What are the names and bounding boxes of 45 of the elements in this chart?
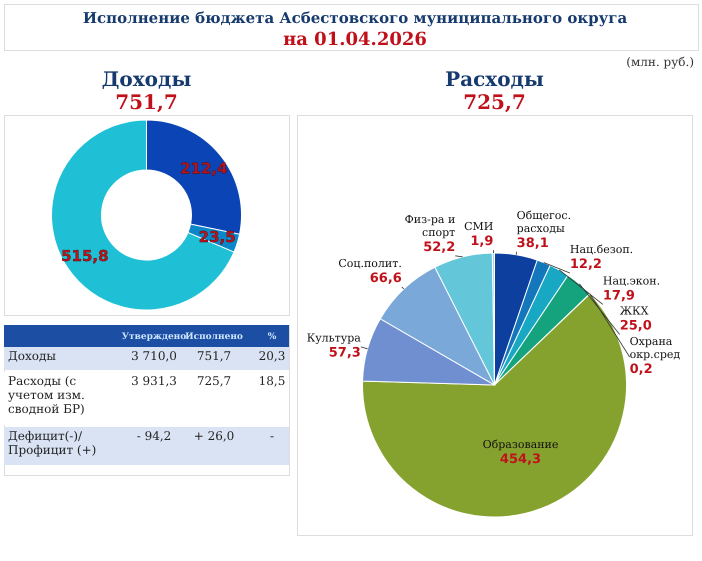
data-label: 38,1 [516, 236, 549, 251]
text: (млн. руб.) [626, 55, 694, 69]
data-label: 515,8 [61, 246, 109, 265]
data-label: 454,3 [500, 452, 542, 467]
data-label: 12,2 [570, 256, 602, 272]
category-label: Утверждено [122, 332, 186, 342]
text: 3 710,0 [131, 349, 177, 363]
category-label: Доходы [8, 349, 56, 363]
slice-label: Общегос. расходы [516, 208, 572, 235]
slice-label: Физ-ра и спорт [404, 212, 456, 239]
text: 18,5 [258, 374, 286, 388]
text: 3 931,3 [131, 374, 177, 388]
data-label: 52,2 [423, 240, 456, 255]
slice-label: Соц.полит. [338, 256, 402, 270]
data-label: 0,2 [630, 362, 653, 377]
data-label: 17,9 [602, 288, 635, 304]
chart-title: Доходы [102, 67, 192, 91]
slice-label: Нац.безоп. [570, 242, 634, 256]
chart-title: Расходы [445, 67, 544, 91]
text: + 26,0 [194, 429, 234, 443]
data-label: 212,4 [180, 159, 228, 178]
text: 20,3 [258, 349, 286, 363]
data-label: 1,9 [470, 234, 494, 250]
slice-label: СМИ [464, 220, 494, 234]
data-label: 25,0 [620, 318, 652, 334]
text: - 94,2 [136, 429, 172, 443]
text: на 01.04.2026 [283, 29, 427, 50]
data-label: 57,3 [328, 345, 361, 360]
slice-label: Нац.экон. [602, 274, 660, 288]
text: 725,7 [463, 90, 526, 114]
data-label: 23,5 [198, 228, 236, 246]
chart-subtitle: 751,7 [115, 90, 178, 114]
slice-label: ЖКХ [620, 304, 649, 318]
slice-label: Культура [306, 331, 362, 344]
category-label: % [268, 332, 277, 342]
category-label: Дефицит(-)/ Профицит (+) [8, 429, 96, 457]
text: 725,7 [196, 374, 232, 388]
data-label: 66,6 [370, 270, 402, 286]
category-label: Исполнено [185, 332, 243, 342]
slice-label: Охрана окр.сред [630, 334, 680, 361]
category-label: Расходы (с учетом изм. сводной БР) [8, 374, 85, 416]
slice-label: Образование [482, 438, 558, 451]
text: Исполнение бюджета Асбестовского муниципального округа [82, 9, 628, 27]
text: 751,7 [196, 349, 232, 363]
text: - [270, 429, 274, 443]
